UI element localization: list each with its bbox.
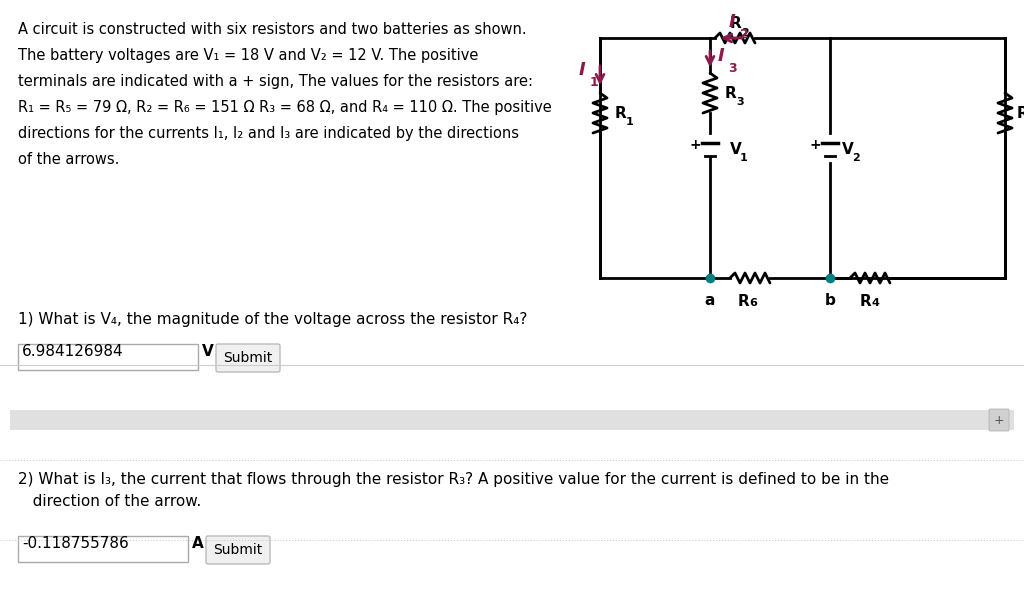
Text: R: R <box>1017 105 1024 121</box>
Text: +: + <box>689 138 700 152</box>
Text: 4: 4 <box>871 298 879 308</box>
FancyBboxPatch shape <box>18 536 188 562</box>
Text: I: I <box>579 61 586 79</box>
Text: 3: 3 <box>728 62 736 75</box>
Text: 2: 2 <box>741 28 749 38</box>
Text: -0.118755786: -0.118755786 <box>22 536 129 551</box>
Text: 1: 1 <box>590 76 599 89</box>
Text: Submit: Submit <box>213 543 262 557</box>
Text: direction of the arrow.: direction of the arrow. <box>18 494 202 509</box>
Text: 2: 2 <box>740 28 749 41</box>
Text: I: I <box>729 13 735 31</box>
Text: 6: 6 <box>749 298 757 308</box>
Text: R: R <box>725 86 736 100</box>
Text: directions for the currents I₁, I₂ and I₃ are indicated by the directions: directions for the currents I₁, I₂ and I… <box>18 126 519 141</box>
Text: A: A <box>193 536 204 551</box>
Text: of the arrows.: of the arrows. <box>18 152 120 167</box>
Text: V: V <box>842 142 854 156</box>
Text: 2) What is I₃, the current that flows through the resistor R₃? A positive value : 2) What is I₃, the current that flows th… <box>18 472 889 487</box>
Text: 1) What is V₄, the magnitude of the voltage across the resistor R₄?: 1) What is V₄, the magnitude of the volt… <box>18 312 527 327</box>
Text: terminals are indicated with a + sign, The values for the resistors are:: terminals are indicated with a + sign, T… <box>18 74 534 89</box>
Text: b: b <box>824 293 836 308</box>
Text: a: a <box>705 293 715 308</box>
FancyBboxPatch shape <box>18 344 198 370</box>
Text: 3: 3 <box>736 97 743 107</box>
Text: V: V <box>730 142 741 156</box>
FancyBboxPatch shape <box>989 409 1009 431</box>
Text: V: V <box>202 344 214 359</box>
Text: R: R <box>860 294 871 309</box>
Text: 6.984126984: 6.984126984 <box>22 344 124 359</box>
Text: R: R <box>730 17 741 31</box>
Text: R₁ = R₅ = 79 Ω, R₂ = R₆ = 151 Ω R₃ = 68 Ω, and R₄ = 110 Ω. The positive: R₁ = R₅ = 79 Ω, R₂ = R₆ = 151 Ω R₃ = 68 … <box>18 100 552 115</box>
Text: R: R <box>738 294 750 309</box>
FancyBboxPatch shape <box>216 344 280 372</box>
Text: I: I <box>718 47 725 65</box>
Bar <box>10 410 1014 430</box>
Text: 1: 1 <box>740 153 748 163</box>
Text: Submit: Submit <box>223 351 272 365</box>
Text: +: + <box>993 413 1005 426</box>
Text: 2: 2 <box>852 153 860 163</box>
FancyBboxPatch shape <box>206 536 270 564</box>
Text: +: + <box>809 138 821 152</box>
Text: 1: 1 <box>626 117 634 127</box>
Text: The battery voltages are V₁ = 18 V and V₂ = 12 V. The positive: The battery voltages are V₁ = 18 V and V… <box>18 48 478 63</box>
Text: R: R <box>615 105 627 121</box>
Text: A circuit is constructed with six resistors and two batteries as shown.: A circuit is constructed with six resist… <box>18 22 526 37</box>
